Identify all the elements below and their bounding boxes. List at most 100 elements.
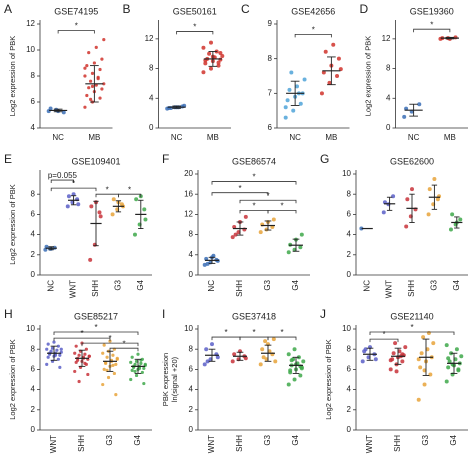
data-point	[111, 197, 116, 202]
y-tick-label: 4	[31, 230, 36, 239]
data-point	[327, 80, 332, 85]
x-tick-label: G3	[114, 279, 123, 290]
y-tick-label: 2	[31, 250, 36, 259]
data-point	[435, 197, 440, 202]
x-tick-label: SHH	[235, 435, 244, 452]
chart-title: GSE62600	[390, 156, 434, 166]
data-point	[97, 210, 102, 215]
data-point	[61, 110, 66, 115]
data-point	[454, 347, 459, 352]
data-point	[104, 361, 108, 365]
panel-letter: A	[4, 2, 12, 16]
y-tick-label: 2	[31, 405, 36, 414]
data-point	[48, 106, 53, 111]
data-point	[230, 359, 235, 364]
significance-label: *	[252, 173, 255, 182]
data-point	[88, 257, 93, 262]
data-point	[71, 192, 76, 197]
data-point	[210, 342, 214, 347]
data-point	[321, 70, 326, 75]
data-point	[258, 230, 263, 235]
data-point	[142, 207, 147, 212]
significance-label: *	[94, 323, 97, 332]
data-point	[94, 45, 98, 50]
significance-bracket	[109, 347, 139, 352]
data-point	[136, 352, 140, 356]
data-point	[363, 347, 368, 352]
panel-letter: I	[162, 307, 165, 321]
data-point	[102, 82, 106, 86]
data-point	[202, 362, 207, 367]
data-point	[84, 347, 88, 351]
data-point	[319, 91, 324, 96]
significance-label: *	[252, 328, 255, 337]
y-tick-label: 6	[31, 97, 36, 106]
data-point	[233, 232, 238, 237]
data-point	[236, 230, 241, 235]
data-point	[55, 348, 59, 352]
data-point	[129, 360, 133, 364]
y-tick-label: 2	[347, 250, 352, 259]
chart-title: GSE42656	[291, 6, 335, 16]
y-tick-label: 8	[189, 344, 194, 353]
data-point	[336, 56, 341, 61]
y-axis-label: Log2 expression of PBK	[324, 339, 333, 419]
data-point	[114, 362, 118, 366]
y-tick-label: 8	[347, 344, 352, 353]
data-point	[65, 204, 70, 209]
significance-bracket	[369, 331, 455, 336]
significance-label: *	[193, 23, 196, 32]
data-point	[230, 235, 235, 240]
data-point	[89, 79, 93, 83]
y-axis-label: Log2 expression of PBK	[363, 36, 372, 116]
significance-bracket	[57, 30, 95, 34]
chart-title: GSE109401	[71, 156, 120, 166]
data-point	[102, 367, 106, 371]
data-point	[211, 253, 216, 258]
data-point	[92, 61, 96, 65]
data-point	[220, 53, 225, 58]
significance-bracket	[267, 209, 297, 214]
y-axis-label: Log2 expression of PBK	[8, 36, 17, 116]
data-point	[243, 214, 248, 219]
data-point	[298, 101, 303, 106]
data-point	[102, 38, 106, 42]
significance-label: *	[410, 323, 413, 332]
y-tick-label: 12	[382, 34, 391, 43]
x-tick-label: MB	[207, 133, 219, 142]
x-tick-label: NC	[408, 133, 420, 142]
y-tick-label: 0	[386, 123, 391, 132]
y-tick-label: 8	[189, 230, 194, 239]
data-point	[410, 187, 414, 192]
data-point	[400, 359, 405, 364]
data-point	[204, 347, 209, 352]
y-tick-label: 8	[268, 54, 273, 63]
data-point	[459, 354, 464, 359]
y-tick-label: 6	[31, 365, 36, 374]
data-point	[132, 232, 137, 237]
data-point	[205, 261, 210, 266]
data-point	[105, 355, 109, 359]
data-point	[381, 210, 386, 215]
data-point	[422, 368, 427, 373]
y-tick-label: 4	[31, 123, 36, 132]
significance-bracket	[211, 181, 297, 185]
data-point	[134, 359, 139, 363]
data-point	[427, 187, 432, 192]
data-point	[404, 224, 409, 229]
data-point	[287, 87, 292, 92]
data-point	[46, 355, 50, 359]
data-point	[267, 349, 272, 354]
data-point	[133, 369, 137, 374]
y-tick-label: 20	[184, 169, 193, 178]
data-point	[208, 40, 213, 45]
data-point	[56, 344, 60, 348]
x-tick-label: G3	[430, 279, 439, 290]
x-tick-label: G4	[136, 279, 145, 290]
x-tick-label: G4	[452, 279, 461, 290]
y-axis-label: ln(signal +20)	[170, 356, 179, 402]
significance-bracket	[50, 187, 97, 192]
data-point	[273, 359, 278, 364]
data-point	[258, 362, 263, 367]
data-point	[397, 349, 402, 354]
